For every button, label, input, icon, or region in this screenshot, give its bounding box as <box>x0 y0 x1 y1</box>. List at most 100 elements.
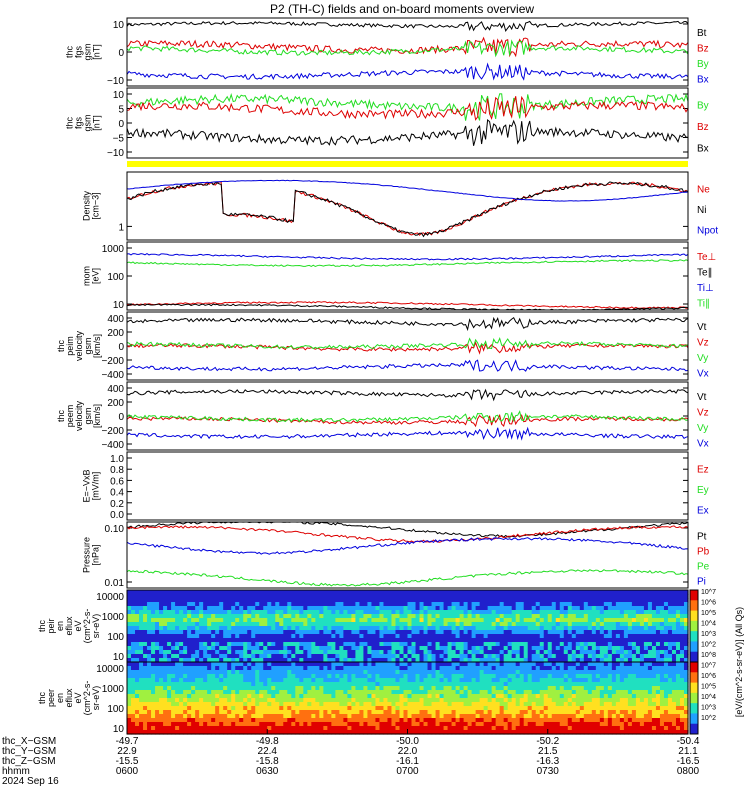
spectrogram-cell <box>191 606 196 611</box>
spectrogram-cell <box>667 670 673 675</box>
spectrogram-cell <box>539 598 545 603</box>
spectrogram-cell <box>343 610 348 615</box>
spectrogram-cell <box>395 706 401 711</box>
spectrogram-cell <box>599 614 605 619</box>
spectrogram-cell <box>131 714 136 719</box>
spectrogram-cell <box>415 686 421 691</box>
spectrogram-cell <box>139 662 144 667</box>
spectrogram-cell <box>199 646 204 651</box>
spectrogram-cell <box>451 614 457 619</box>
spectrogram-cell <box>539 590 545 595</box>
spectrogram-cell <box>563 650 569 655</box>
spectrogram-cell <box>675 598 681 603</box>
spectrogram-cell <box>359 722 365 727</box>
spectrogram-cell <box>347 646 352 651</box>
spectrogram-cell <box>435 590 441 595</box>
spectrogram-cell <box>587 670 593 675</box>
spectrogram-cell <box>463 694 469 699</box>
spectrogram-cell <box>243 666 248 671</box>
spectrogram-cell <box>463 718 469 723</box>
spectrogram-cell <box>215 622 220 627</box>
spectrogram-cell <box>303 674 308 679</box>
spectrogram-cell <box>203 650 208 655</box>
spectrogram-cell <box>299 694 304 699</box>
spectrogram-cell <box>395 710 401 715</box>
spectrogram-cell <box>651 594 657 599</box>
spectrogram-cell <box>539 650 545 655</box>
spectrogram-cell <box>407 706 413 711</box>
spectrogram-cell <box>283 686 288 691</box>
spectrogram-cell <box>319 702 324 707</box>
spectrogram-cell <box>363 590 369 595</box>
spectrogram-cell <box>491 666 497 671</box>
spectrogram-cell <box>503 658 509 663</box>
legend-Ne: Ne <box>697 184 710 195</box>
spectrogram-cell <box>147 670 152 675</box>
y-tick-label: 0.01 <box>105 578 125 589</box>
spectrogram-cell <box>135 638 140 643</box>
spectrogram-cell <box>643 598 649 603</box>
spectrogram-cell <box>423 618 429 623</box>
spectrogram-cell <box>231 598 236 603</box>
spectrogram-cell <box>287 622 292 627</box>
spectrogram-cell <box>403 614 409 619</box>
spectrogram-cell <box>159 714 164 719</box>
spectrogram-cell <box>639 678 645 683</box>
spectrogram-cell <box>367 650 373 655</box>
spectrogram-cell <box>675 646 681 651</box>
spectrogram-cell <box>575 606 581 611</box>
spectrogram-cell <box>479 630 485 635</box>
spectrogram-cell <box>591 690 597 695</box>
spectrogram-cell <box>207 610 212 615</box>
spectrogram-cell <box>467 706 473 711</box>
y-tick-label: −400 <box>101 370 124 381</box>
spectrogram-cell <box>599 602 605 607</box>
spectrogram-cell <box>247 654 252 659</box>
spectrogram-cell <box>519 630 525 635</box>
spectrogram-cell <box>551 658 557 663</box>
spectrogram-cell <box>343 638 348 643</box>
spectrogram-cell <box>455 606 461 611</box>
spectrogram-cell <box>199 686 204 691</box>
spectrogram-cell <box>267 650 272 655</box>
spectrogram-cell <box>327 678 332 683</box>
spectrogram-cell <box>471 642 477 647</box>
spectrogram-cell <box>139 618 144 623</box>
spectrogram-cell <box>287 638 292 643</box>
spectrogram-cell <box>511 630 517 635</box>
spectrogram-cell <box>431 626 437 631</box>
spectrogram-cell <box>607 650 613 655</box>
spectrogram-cell <box>563 690 569 695</box>
spectrogram-cell <box>679 662 685 667</box>
spectrogram-cell <box>151 654 156 659</box>
spectrogram-cell <box>255 658 260 663</box>
spectrogram-cell <box>183 686 188 691</box>
spectrogram-cell <box>327 594 332 599</box>
spectrogram-cell <box>195 622 200 627</box>
spectrogram-cell <box>451 702 457 707</box>
spectrogram-cell <box>587 710 593 715</box>
spectrogram-cell <box>323 602 328 607</box>
spectrogram-cell <box>579 698 585 703</box>
y-tick-label: 200 <box>107 398 124 409</box>
spectrogram-cell <box>347 682 352 687</box>
spectrogram-cell <box>555 690 561 695</box>
spectrogram-cell <box>367 698 373 703</box>
spectrogram-cell <box>627 626 633 631</box>
spectrogram-cell <box>219 646 224 651</box>
spectrogram-cell <box>675 722 681 727</box>
spectrogram-cell <box>343 718 348 723</box>
spectrogram-cell <box>351 686 357 691</box>
spectrogram-cell <box>631 694 637 699</box>
spectrogram-cell <box>159 590 164 595</box>
spectrogram-cell <box>515 642 521 647</box>
spectrogram-cell <box>259 662 264 667</box>
spectrogram-cell <box>299 682 304 687</box>
spectrogram-cell <box>547 606 553 611</box>
spectrogram-cell <box>655 722 661 727</box>
spectrogram-cell <box>127 686 132 691</box>
spectrogram-cell <box>371 702 377 707</box>
spectrogram-cell <box>259 686 264 691</box>
spectrogram-cell <box>547 710 553 715</box>
spectrogram-cell <box>587 666 593 671</box>
